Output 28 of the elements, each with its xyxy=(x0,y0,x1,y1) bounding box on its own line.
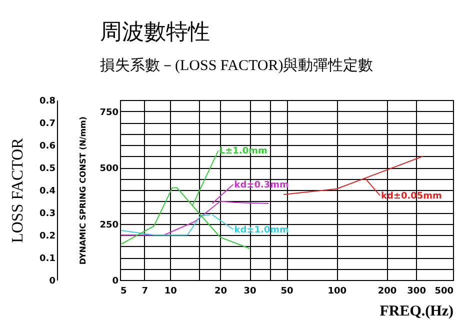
y-tick-label: 750 xyxy=(100,108,118,118)
chart-subtitle: 損失系數－(LOSS FACTOR)與動彈性定數 xyxy=(100,57,374,74)
y2-tick-label: 0.3 xyxy=(40,209,56,219)
y2-tick-label: 0.8 xyxy=(40,96,56,106)
y2-tick-label: 0.1 xyxy=(40,254,56,264)
x-tick-label: 500 xyxy=(434,286,454,296)
y2-tick-label: 0.2 xyxy=(40,232,56,242)
x-tick-label: 100 xyxy=(328,286,347,296)
x-tick-label: 10 xyxy=(164,286,177,296)
y2-tick-label: 0.5 xyxy=(40,164,56,174)
x-tick-label: 7 xyxy=(142,286,148,296)
x-tick-label: 300 xyxy=(407,286,426,296)
x-tick-label: 50 xyxy=(280,286,294,296)
x-tick-label: 5 xyxy=(120,286,127,296)
y-axis-title: DYNAMIC SPRING CONST (N/mm) xyxy=(78,116,88,265)
x-axis-title: FREQ.(Hz) xyxy=(380,304,454,320)
y-tick-label: 0 xyxy=(112,276,118,286)
x-tick-label: 30 xyxy=(244,286,256,296)
x-tick-label: 200 xyxy=(378,286,397,296)
x-tick-label: 20 xyxy=(214,286,228,296)
y2-tick-label: 0.4 xyxy=(40,186,56,196)
y2-tick-label: 0.6 xyxy=(40,142,56,152)
chart-title: 周波數特性 xyxy=(100,20,210,45)
y2-axis-title: LOSS FACTOR xyxy=(10,138,27,243)
y-tick-label: 250 xyxy=(100,220,118,230)
y-tick-label: 500 xyxy=(100,164,118,174)
y2-tick-label: 0 xyxy=(49,276,56,286)
y2-tick-label: 0.7 xyxy=(40,119,56,129)
